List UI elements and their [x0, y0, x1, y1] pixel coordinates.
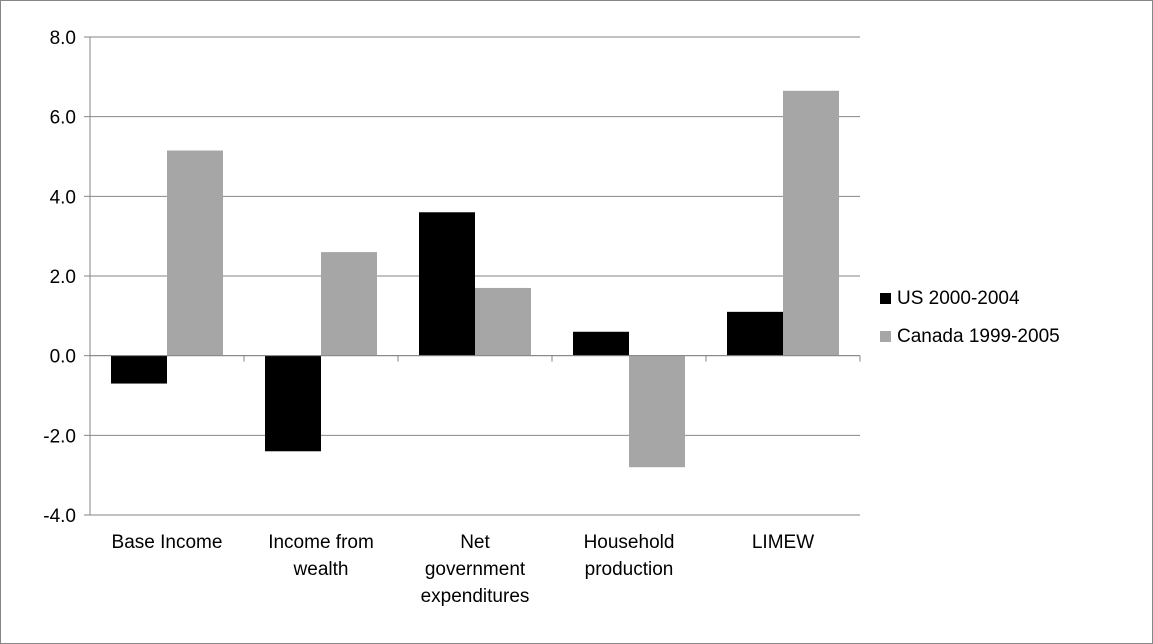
- category-label: Net: [460, 532, 490, 553]
- bar-canada-0: [167, 150, 223, 356]
- legend-swatch-us: [880, 293, 891, 304]
- y-axis: 8.0 6.0 4.0 2.0 0.0 -2.0 -4.0: [43, 28, 91, 527]
- y-tick-label: 4.0: [50, 187, 76, 208]
- category-label: expenditures: [421, 586, 530, 607]
- category-label: LIMEW: [752, 532, 814, 553]
- y-tick-label: 2.0: [50, 267, 76, 288]
- bar-us-0: [111, 355, 167, 384]
- bars: [111, 90, 839, 468]
- category-label: production: [585, 559, 674, 580]
- bar-us-2: [419, 212, 475, 356]
- y-tick-label: -2.0: [43, 426, 76, 447]
- bar-canada-3: [629, 355, 685, 468]
- legend: US 2000-2004 Canada 1999-2005: [880, 288, 1060, 347]
- legend-label-canada: Canada 1999-2005: [897, 326, 1060, 347]
- bar-canada-2: [475, 287, 531, 356]
- category-label: Base Income: [112, 532, 223, 553]
- category-label: wealth: [293, 559, 349, 580]
- bar-us-1: [265, 355, 321, 452]
- bar-canada-1: [321, 252, 377, 356]
- category-label: government: [425, 559, 526, 580]
- category-label: Income from: [268, 532, 374, 553]
- legend-swatch-canada: [880, 331, 891, 342]
- x-axis: Base Income Income from wealth Net governmen…: [89, 355, 861, 607]
- bar-canada-4: [783, 90, 839, 356]
- y-tick-label: 6.0: [50, 108, 76, 129]
- y-tick-label: 0.0: [50, 347, 76, 368]
- legend-label-us: US 2000-2004: [897, 288, 1020, 309]
- y-tick-label: 8.0: [50, 28, 76, 49]
- category-label: Household: [584, 532, 675, 553]
- y-tick-label: -4.0: [43, 506, 76, 527]
- bar-us-4: [727, 311, 783, 356]
- bar-us-3: [573, 331, 629, 356]
